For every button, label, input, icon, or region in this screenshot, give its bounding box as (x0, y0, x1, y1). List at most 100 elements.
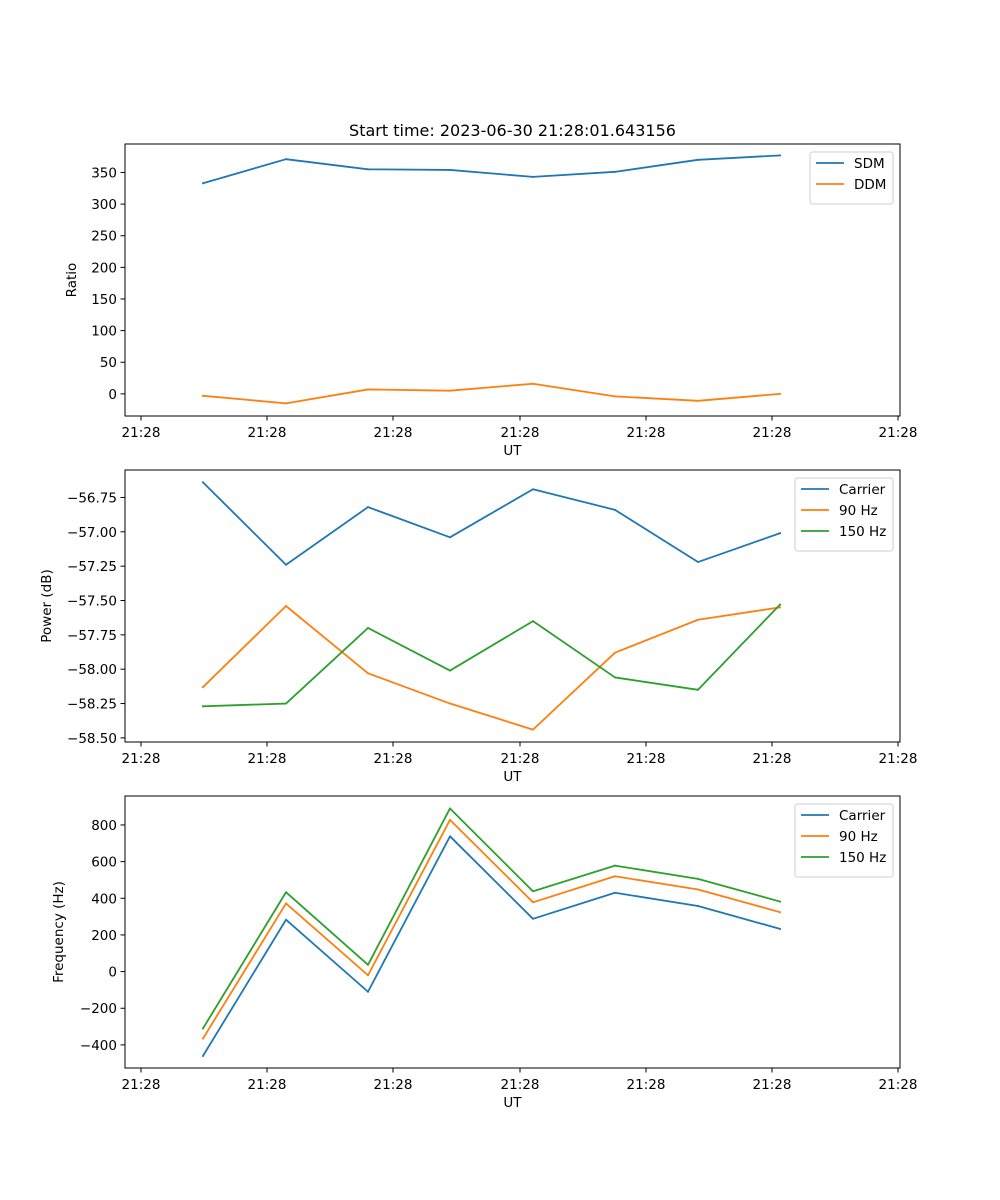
data-point-150-hz (614, 676, 616, 679)
data-point-150-hz (367, 626, 369, 629)
data-point-150-hz (367, 963, 369, 966)
data-point-150-hz (614, 864, 616, 867)
legend-label-90-hz: 90 Hz (839, 829, 878, 845)
data-point-150-hz (449, 669, 451, 672)
data-point-carrier (779, 927, 781, 930)
legend-label-90-hz: 90 Hz (839, 503, 878, 519)
x-tick-label: 21:28 (248, 425, 287, 441)
x-tick-label: 21:28 (879, 425, 918, 441)
y-tick-label: 50 (100, 355, 117, 371)
data-point-150-hz (285, 702, 287, 705)
data-point-sdm (779, 154, 781, 157)
data-point-carrier (614, 508, 616, 511)
data-point-ddm (614, 395, 616, 398)
data-point-sdm (285, 158, 287, 161)
data-point-90-hz (779, 911, 781, 914)
data-point-carrier (367, 506, 369, 509)
y-tick-label: 200 (91, 260, 117, 276)
y-tick-label: −57.25 (67, 559, 117, 575)
x-tick-label: 21:28 (248, 751, 287, 767)
data-point-90-hz (449, 818, 451, 821)
data-point-ddm (779, 392, 781, 395)
legend-label-sdm: SDM (854, 156, 885, 172)
axes-frame (124, 795, 901, 1069)
legend-frame (809, 151, 894, 205)
y-tick-label: 0 (108, 965, 117, 981)
y-axis-label: Frequency (Hz) (51, 881, 67, 983)
data-point-150-hz (285, 891, 287, 894)
data-point-90-hz (614, 875, 616, 878)
data-point-150-hz (202, 1027, 204, 1030)
data-point-sdm (614, 170, 616, 173)
y-tick-label: −200 (80, 1001, 117, 1017)
y-tick-label: 300 (91, 197, 117, 213)
data-point-90-hz (532, 728, 534, 731)
y-tick-label: −58.00 (67, 662, 117, 678)
x-tick-label: 21:28 (122, 751, 161, 767)
y-tick-label: 800 (91, 818, 117, 834)
y-axis-label: Ratio (64, 263, 80, 298)
data-point-sdm (449, 168, 451, 171)
legend-label-ddm: DDM (854, 177, 886, 193)
series-line-sdm (201, 154, 781, 185)
ratio-subplot: 21:28 21:28 21:28 21:28 21:28 21:28 21:28 0 50 10… (64, 143, 918, 459)
data-point-150-hz (697, 688, 699, 691)
data-point-carrier (532, 917, 534, 920)
y-tick-label: 350 (91, 165, 117, 181)
y-tick-label: 0 (108, 387, 117, 403)
axes-frame (124, 469, 901, 743)
data-point-ddm (449, 389, 451, 392)
y-tick-label: −56.75 (67, 490, 117, 506)
legend: Carrier 90 Hz 150 Hz (794, 803, 894, 878)
y-tick-label: −57.50 (67, 594, 117, 610)
series-line-carrier (201, 835, 782, 1058)
data-point-90-hz (697, 618, 699, 621)
x-tick-label: 21:28 (753, 425, 792, 441)
legend-label-carrier: Carrier (839, 482, 886, 498)
data-point-sdm (697, 158, 699, 161)
data-point-carrier (779, 532, 781, 535)
power-subplot: 21:28 21:28 21:28 21:28 21:28 21:28 21:28 −58.5… (39, 469, 917, 785)
y-tick-label: 600 (91, 855, 117, 871)
data-point-ddm (285, 402, 287, 405)
data-point-ddm (202, 394, 204, 397)
series-line-carrier (201, 481, 782, 566)
x-tick-label: 21:28 (374, 425, 413, 441)
y-tick-label: 150 (91, 292, 117, 308)
data-point-90-hz (367, 672, 369, 675)
data-point-sdm (532, 175, 534, 178)
data-point-sdm (367, 168, 369, 171)
data-point-90-hz (285, 902, 287, 905)
legend-frame (794, 803, 894, 878)
frequency-subplot: 21:28 21:28 21:28 21:28 21:28 21:28 21:28 −400 −… (51, 795, 917, 1111)
data-point-ddm (532, 382, 534, 385)
data-point-90-hz (697, 888, 699, 891)
x-axis-label: UT (503, 1095, 522, 1111)
data-point-carrier (697, 561, 699, 564)
data-point-carrier (449, 536, 451, 539)
y-axis-label: Power (dB) (39, 569, 55, 642)
data-point-carrier (532, 488, 534, 491)
data-point-90-hz (449, 702, 451, 705)
series-line-150-hz (201, 807, 782, 1030)
data-point-90-hz (285, 605, 287, 607)
data-point-150-hz (532, 620, 534, 623)
x-tick-label: 21:28 (122, 1077, 161, 1093)
y-tick-label: −57.00 (67, 525, 117, 541)
data-point-150-hz (532, 890, 534, 893)
series-line-ddm (202, 382, 781, 405)
data-point-carrier (202, 1054, 204, 1057)
x-tick-label: 21:28 (627, 751, 666, 767)
data-point-carrier (202, 481, 204, 484)
x-tick-label: 21:28 (122, 425, 161, 441)
data-point-150-hz (449, 807, 451, 810)
x-axis-label: UT (503, 443, 522, 459)
y-tick-label: −400 (80, 1038, 117, 1054)
data-point-150-hz (202, 705, 204, 708)
y-tick-label: −58.25 (67, 697, 117, 713)
data-point-ddm (367, 388, 369, 391)
data-point-90-hz (614, 651, 616, 654)
legend-label-150-hz: 150 Hz (839, 524, 886, 540)
x-tick-label: 21:28 (753, 751, 792, 767)
